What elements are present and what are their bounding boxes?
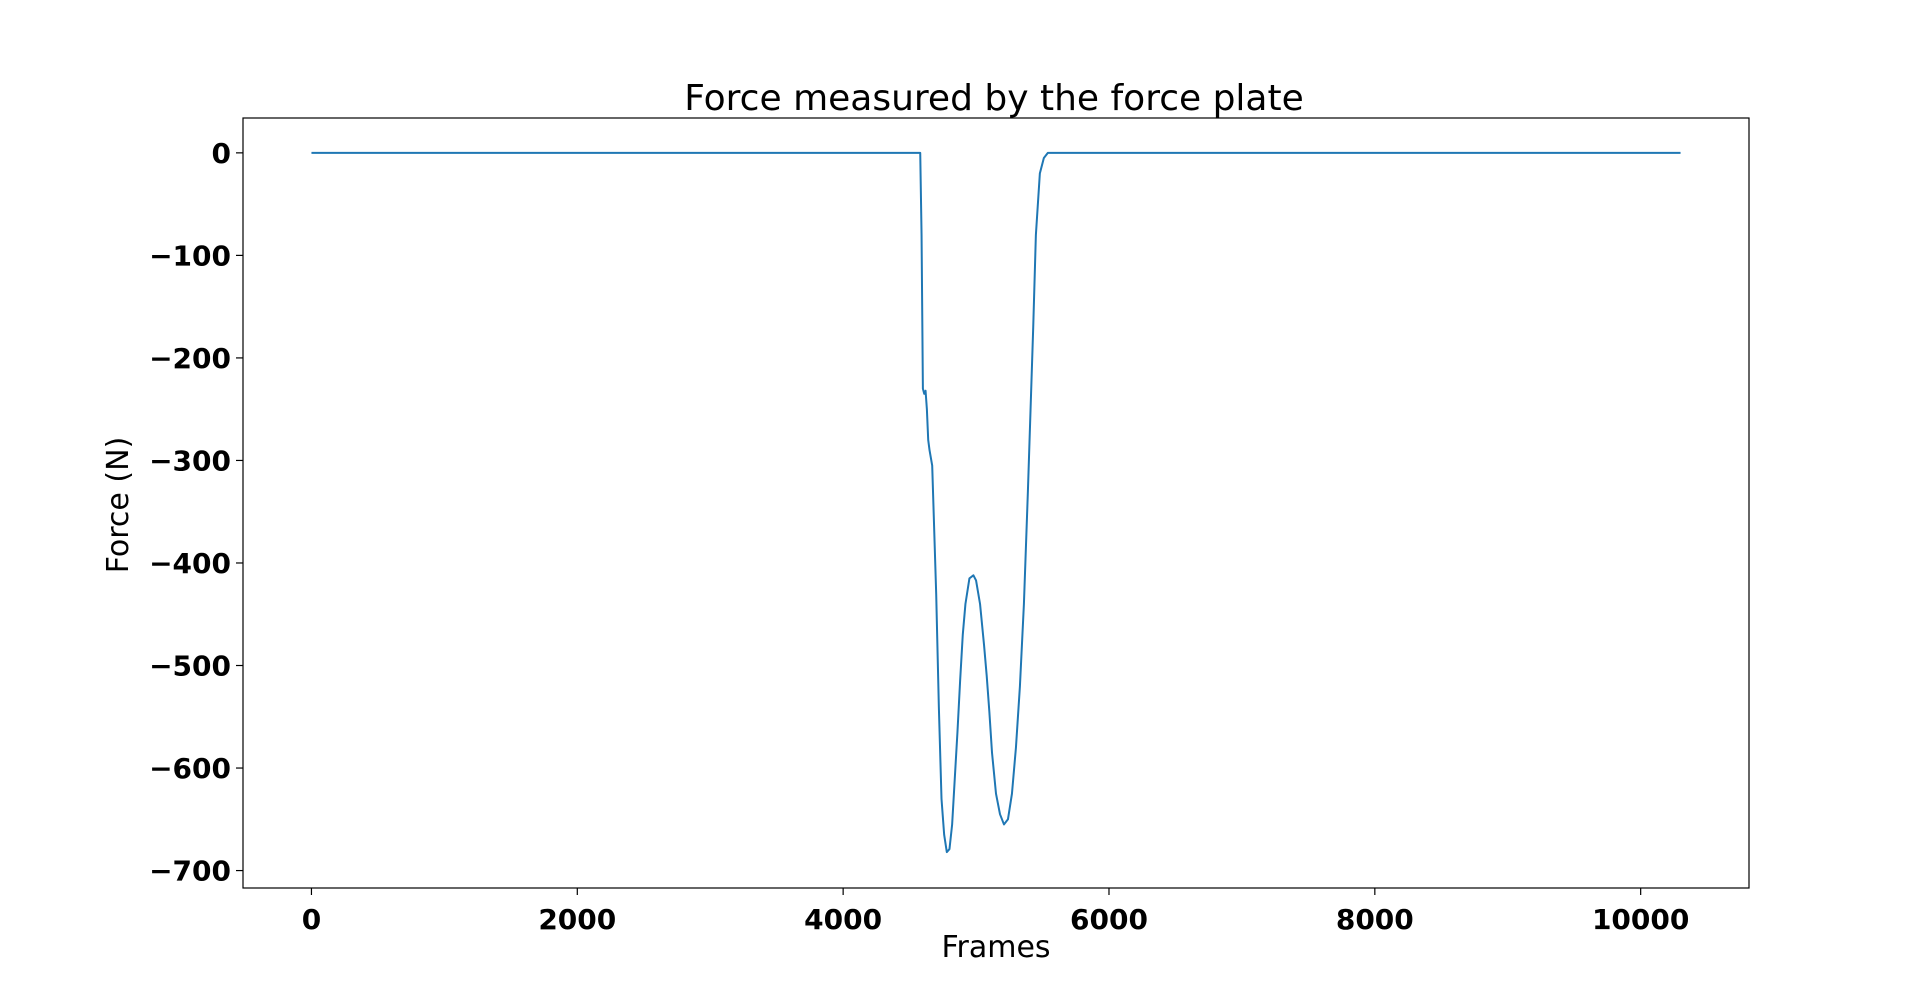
x-tick-label: 2000 [538, 903, 616, 936]
y-tick-label: −600 [149, 752, 231, 785]
x-tick-label: 0 [302, 903, 321, 936]
y-tick-label: 0 [212, 137, 231, 170]
y-tick-label: −400 [149, 547, 231, 580]
y-tick-label: −500 [149, 650, 231, 683]
y-axis-label: Force (N) [101, 437, 136, 574]
force-series-line [311, 151, 1681, 854]
x-axis-label: Frames [941, 930, 1050, 965]
y-axis-ticks: 0 −100 −200 −300 −400 −500 −600 −700 [149, 137, 243, 888]
y-tick-label: −100 [149, 239, 231, 272]
y-tick-label: −200 [149, 342, 231, 375]
x-axis-ticks: 0 2000 4000 6000 8000 10000 [302, 888, 1689, 936]
y-tick-label: −700 [149, 855, 231, 888]
plot-area: 0 2000 4000 6000 8000 10000 0 −100 −200 −300 −400… [149, 117, 1750, 936]
y-tick-label: −300 [149, 444, 231, 477]
x-tick-label: 8000 [1336, 903, 1414, 936]
x-tick-label: 4000 [804, 903, 882, 936]
axes-frame [242, 117, 1750, 889]
x-tick-label: 10000 [1592, 903, 1689, 936]
x-tick-label: 6000 [1070, 903, 1148, 936]
chart-title: Force measured by the force plate [684, 78, 1304, 119]
